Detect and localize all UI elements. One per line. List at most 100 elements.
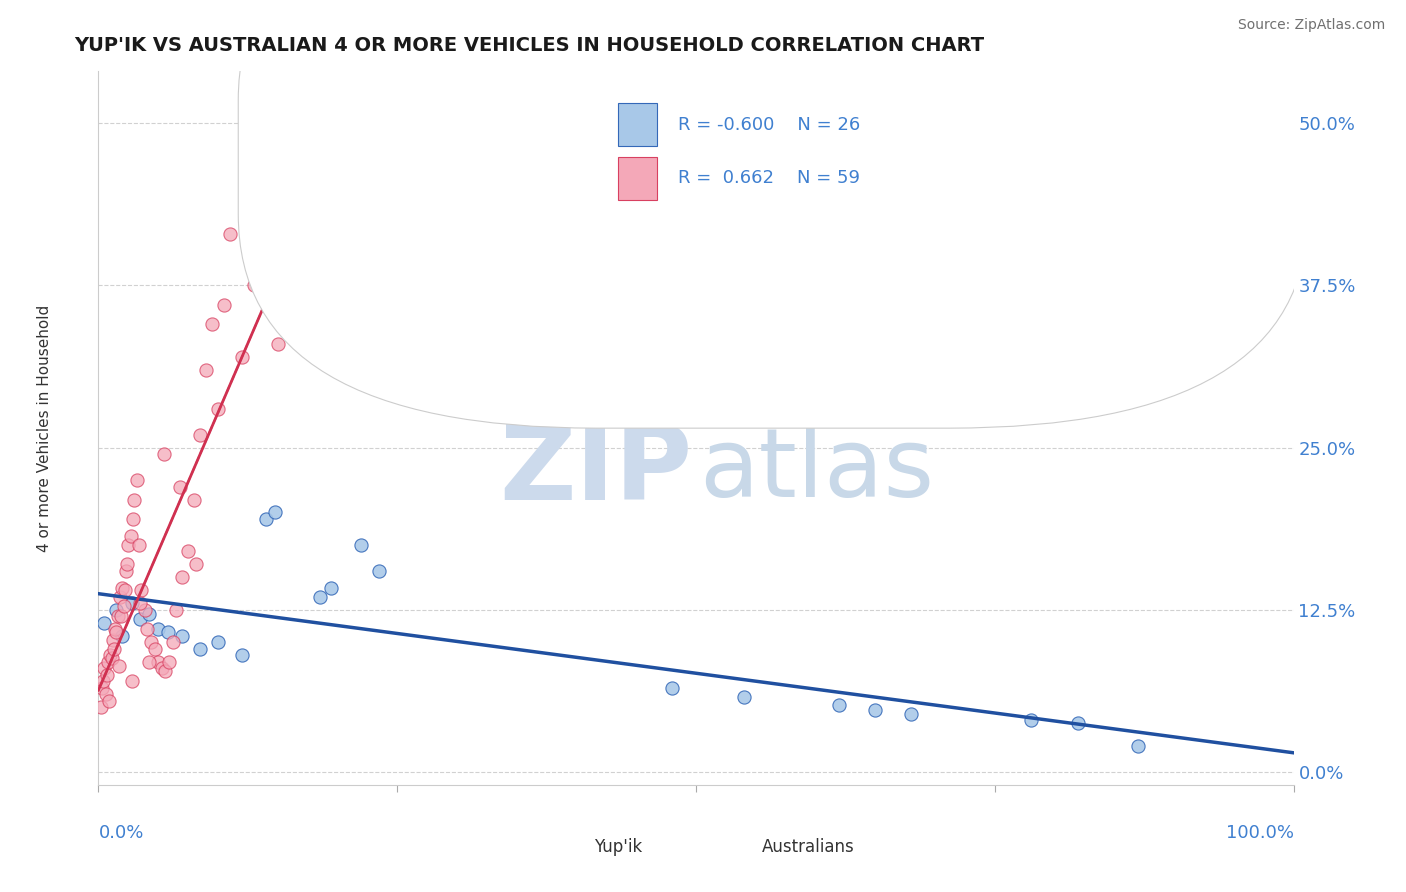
- Text: Source: ZipAtlas.com: Source: ZipAtlas.com: [1237, 18, 1385, 31]
- Point: [93, 615, 115, 630]
- Point: [207, 635, 229, 649]
- Bar: [565, 830, 591, 865]
- Point: [865, 703, 887, 717]
- Point: [195, 363, 218, 377]
- Point: [156, 624, 179, 639]
- Point: [900, 706, 922, 721]
- Point: [108, 590, 131, 604]
- Point: [138, 607, 160, 621]
- Text: atlas: atlas: [700, 425, 935, 517]
- Point: [267, 336, 290, 351]
- Point: [243, 278, 266, 293]
- Point: [153, 447, 176, 461]
- Point: [105, 603, 128, 617]
- Text: 0.0%: 0.0%: [98, 824, 143, 842]
- Point: [90, 700, 112, 714]
- Point: [94, 687, 117, 701]
- Point: [350, 538, 373, 552]
- Point: [212, 298, 235, 312]
- Point: [201, 318, 224, 332]
- Bar: [733, 830, 758, 865]
- Point: [186, 558, 208, 572]
- Point: [183, 492, 205, 507]
- Point: [148, 655, 170, 669]
- Text: 100.0%: 100.0%: [1226, 824, 1294, 842]
- Point: [231, 350, 253, 364]
- Point: [254, 207, 277, 221]
- Point: [128, 538, 150, 552]
- Point: [121, 674, 143, 689]
- Point: [103, 641, 125, 656]
- Point: [98, 693, 121, 707]
- Point: [122, 512, 145, 526]
- Point: [207, 401, 229, 416]
- Point: [254, 512, 277, 526]
- Point: [112, 599, 135, 613]
- Point: [110, 609, 132, 624]
- Point: [115, 564, 138, 578]
- Text: 4 or more Vehicles in Household: 4 or more Vehicles in Household: [37, 304, 52, 552]
- Point: [100, 650, 122, 665]
- Point: [117, 538, 139, 552]
- Text: ZIP: ZIP: [499, 420, 692, 522]
- Point: [101, 632, 124, 647]
- Point: [131, 583, 153, 598]
- Point: [188, 641, 211, 656]
- Point: [165, 603, 187, 617]
- Point: [91, 681, 114, 695]
- FancyBboxPatch shape: [238, 0, 1308, 428]
- Bar: [619, 157, 657, 200]
- Point: [138, 655, 160, 669]
- Point: [155, 664, 177, 678]
- Point: [1128, 739, 1150, 753]
- Point: [97, 655, 120, 669]
- Point: [733, 690, 755, 704]
- Point: [368, 564, 391, 578]
- Point: [115, 558, 138, 572]
- Point: [1067, 715, 1090, 730]
- Point: [121, 596, 143, 610]
- Text: R =  0.662    N = 59: R = 0.662 N = 59: [678, 169, 860, 187]
- Point: [114, 583, 136, 598]
- Point: [661, 681, 683, 695]
- Text: R = -0.600    N = 26: R = -0.600 N = 26: [678, 116, 860, 134]
- Point: [124, 492, 146, 507]
- Point: [104, 622, 127, 636]
- Point: [139, 635, 162, 649]
- Point: [96, 667, 118, 681]
- Point: [148, 622, 170, 636]
- Text: Yup'ik: Yup'ik: [595, 838, 643, 856]
- Point: [264, 506, 287, 520]
- Point: [188, 427, 211, 442]
- Point: [129, 612, 152, 626]
- Point: [308, 590, 330, 604]
- Text: Australians: Australians: [762, 838, 855, 856]
- Point: [111, 581, 134, 595]
- Point: [125, 473, 148, 487]
- Bar: [619, 103, 657, 146]
- Point: [172, 629, 194, 643]
- Point: [136, 622, 159, 636]
- Point: [129, 596, 152, 610]
- Point: [172, 570, 194, 584]
- Point: [157, 655, 180, 669]
- Text: YUP'IK VS AUSTRALIAN 4 OR MORE VEHICLES IN HOUSEHOLD CORRELATION CHART: YUP'IK VS AUSTRALIAN 4 OR MORE VEHICLES …: [75, 36, 984, 54]
- Point: [150, 661, 173, 675]
- Point: [91, 674, 114, 689]
- Point: [162, 635, 184, 649]
- Point: [98, 648, 122, 663]
- Point: [169, 479, 191, 493]
- Point: [143, 641, 166, 656]
- Point: [321, 581, 343, 595]
- Point: [107, 609, 129, 624]
- Point: [231, 648, 253, 663]
- Point: [120, 529, 142, 543]
- Point: [828, 698, 851, 712]
- Point: [107, 658, 129, 673]
- Point: [219, 227, 242, 241]
- Point: [93, 661, 115, 675]
- Point: [105, 624, 128, 639]
- Point: [1019, 713, 1042, 727]
- Point: [134, 603, 156, 617]
- Point: [111, 629, 134, 643]
